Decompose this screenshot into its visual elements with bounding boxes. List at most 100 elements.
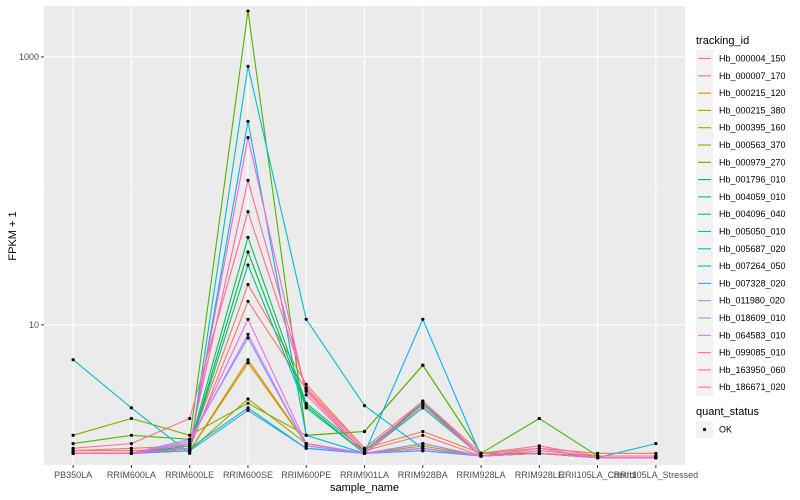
data-point — [246, 263, 250, 267]
legend-label: Hb_000563_370 — [719, 140, 786, 150]
legend-label: Hb_001796_010 — [719, 175, 786, 185]
data-point — [129, 442, 133, 446]
x-tick-label: RRIM928LE — [515, 470, 564, 480]
data-point — [596, 454, 600, 458]
y-tick-label: 10 — [29, 320, 39, 330]
grid-major — [44, 6, 685, 465]
data-point — [537, 451, 541, 455]
data-point — [304, 393, 308, 397]
data-point — [246, 336, 250, 340]
data-point — [304, 444, 308, 448]
data-point — [537, 416, 541, 421]
data-point — [129, 449, 133, 453]
legend-label: Hb_005050_010 — [719, 227, 786, 237]
data-point — [304, 406, 308, 410]
data-point — [246, 136, 250, 140]
x-tick-label: RRIM928BA — [398, 470, 448, 480]
data-point — [188, 449, 192, 453]
legend-label: Hb_099085_010 — [719, 348, 786, 358]
legend-label: Hb_018609_010 — [719, 313, 786, 323]
x-tick-label: RRIM600SE — [223, 470, 273, 480]
data-point — [304, 401, 308, 405]
legend-title-tracking-id: tracking_id — [696, 35, 749, 47]
data-point — [304, 317, 308, 321]
data-point — [421, 404, 425, 408]
legend-label: Hb_004059_010 — [719, 192, 786, 202]
data-point — [421, 429, 425, 434]
legend-label: Hb_000007_170 — [719, 71, 786, 81]
x-tick-label: RRIM928LA — [457, 470, 506, 480]
x-tick-label: RRII105LA_Control — [559, 470, 637, 480]
data-point — [246, 283, 250, 287]
data-point — [304, 446, 308, 450]
data-point — [246, 397, 250, 401]
data-point — [71, 446, 75, 450]
legend-label: Hb_000395_160 — [719, 123, 786, 133]
data-point — [188, 433, 192, 437]
legend-label: Hb_000215_380 — [719, 105, 786, 115]
legend-label: Hb_007264_050 — [719, 261, 786, 271]
data-point — [188, 416, 192, 421]
legend-entries: Hb_000004_150 Hb_000007_170 Hb_000215_120 H… — [696, 50, 786, 396]
data-point — [654, 442, 658, 446]
data-point — [362, 451, 367, 455]
data-point — [246, 210, 250, 214]
data-point — [421, 399, 425, 403]
x-axis-title: sample_name — [330, 482, 399, 494]
legend-label: Hb_163950_060 — [719, 365, 786, 375]
x-tick-label: PB350LA — [54, 470, 92, 480]
y-axis-title: FPKM + 1 — [7, 211, 19, 260]
legend-label: Hb_000979_270 — [719, 157, 786, 167]
data-point — [246, 250, 250, 254]
data-point — [71, 451, 75, 455]
data-point — [537, 444, 541, 448]
data-point — [129, 433, 133, 437]
legend-title-quant-status: quant_status — [696, 406, 759, 418]
data-point — [421, 433, 425, 437]
data-point — [421, 449, 425, 453]
data-point — [421, 317, 425, 321]
x-tick-label: RRIM901LA — [340, 470, 389, 480]
x-tick-label: RRIM600PE — [281, 470, 331, 480]
data-point — [246, 178, 250, 182]
data-point — [246, 332, 250, 336]
legend-label: Hb_005687_020 — [719, 244, 786, 254]
data-point — [188, 446, 192, 450]
data-point — [129, 446, 133, 450]
data-point — [188, 442, 192, 446]
data-point — [246, 299, 250, 303]
data-point — [304, 389, 308, 393]
data-point — [246, 9, 250, 13]
data-point — [421, 444, 425, 448]
data-point — [129, 451, 133, 455]
legend-label: Hb_000215_120 — [719, 88, 786, 98]
data-point — [421, 363, 425, 367]
data-point — [479, 451, 483, 455]
data-point — [537, 446, 541, 450]
shape-legend: OK — [696, 421, 732, 438]
data-point — [362, 446, 367, 450]
data-point — [246, 358, 250, 362]
shape-legend-point — [702, 427, 707, 432]
data-point — [71, 449, 75, 453]
data-point — [304, 442, 308, 446]
legend-label: Hb_011980_020 — [719, 296, 785, 306]
data-point — [304, 404, 308, 408]
x-tick-label: RRIM600LE — [165, 470, 214, 480]
legend-label: Hb_000004_150 — [719, 54, 786, 64]
data-point — [246, 119, 250, 123]
data-point — [188, 451, 192, 455]
data-point — [596, 451, 600, 455]
y-tick-label: 1000 — [19, 52, 39, 62]
data-point — [71, 433, 75, 437]
data-point — [479, 454, 483, 458]
legend-label: Hb_064583_010 — [719, 330, 786, 340]
legend-label: Hb_004096_040 — [719, 209, 786, 219]
data-point — [246, 317, 250, 321]
data-point — [71, 442, 75, 446]
x-axis: PB350LA RRIM600LA RRIM600LE RRIM600SE RRIM60… — [54, 465, 698, 480]
y-axis: 10 1000 — [19, 52, 44, 330]
data-point — [246, 64, 250, 68]
x-tick-label: RRII105LA_Stressed — [614, 470, 699, 480]
data-point — [246, 406, 250, 410]
